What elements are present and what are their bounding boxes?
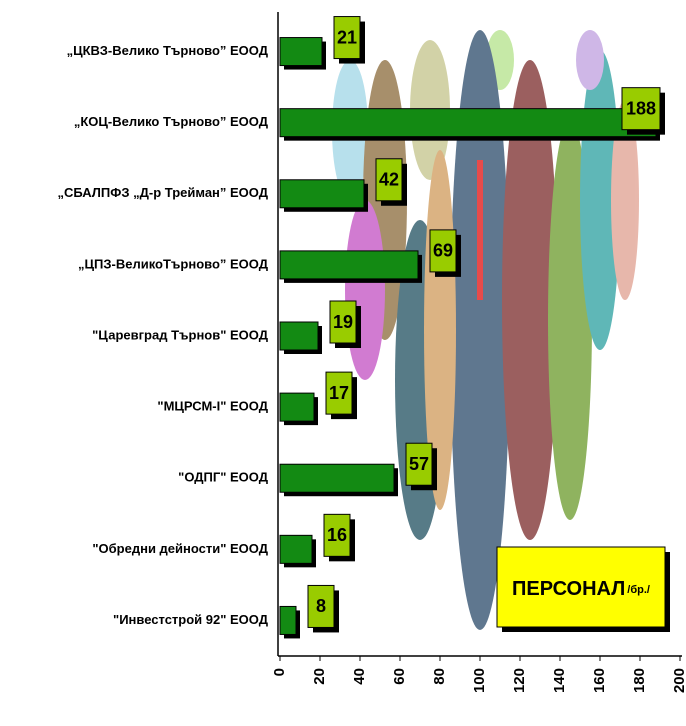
y-tick-label: "МЦРСМ-I" ЕООД [157,399,268,414]
value-label-box [323,513,351,557]
x-tick-label: 60 [391,668,408,685]
y-tick-label: „СБАЛПФЗ „Д-р Трейман” ЕООД [58,185,269,200]
x-tick-label: 180 [631,668,648,693]
x-tick-label: 20 [311,668,328,685]
y-tick-label: „ЦПЗ-ВеликоТърново” ЕООД [78,256,269,271]
value-label: 17 [329,383,349,403]
value-label: 16 [327,525,347,545]
value-label: 188 [626,98,656,118]
bar [279,605,297,635]
title-box: ПЕРСОНАЛ/бр./ [496,546,670,632]
y-tick-label: "ОДПГ" ЕООД [178,470,269,485]
value-label-box [325,371,353,415]
y-tick-label: "Царевград Търнов" ЕООД [92,327,269,342]
value-label: 42 [379,170,399,190]
value-label-box [375,158,403,202]
value-label: 69 [433,241,453,261]
value-label: 21 [337,27,357,47]
bar [279,321,319,351]
x-tick-label: 40 [351,668,368,685]
y-tick-label: „КОЦ-Велико Търново” ЕООД [74,114,269,129]
bar [279,179,365,209]
y-tick-label: "Обредни дейности" ЕООД [92,541,268,556]
value-label-box [333,16,361,60]
value-label: 19 [333,312,353,332]
value-label: 57 [409,454,429,474]
x-tick-label: 80 [431,668,448,685]
y-tick-label: "Инвестстрой 92" ЕООД [113,612,269,627]
value-label-box [429,229,457,273]
x-tick-label: 160 [591,668,608,693]
chart-title: ПЕРСОНАЛ/бр./ [512,578,650,600]
value-label-box [621,87,661,131]
title-box-rect [496,546,666,628]
x-tick-label: 120 [511,668,528,693]
value-label: 8 [316,596,326,616]
x-tick-label: 0 [271,668,288,676]
bar [279,108,657,138]
value-label-box [405,442,433,486]
title-unit: /бр./ [627,584,650,596]
x-tick-label: 140 [551,668,568,693]
background-people [332,30,639,630]
value-label-box [307,584,335,628]
bar [279,37,323,67]
title-main: ПЕРСОНАЛ [512,578,625,600]
bar [279,534,313,564]
x-tick-label: 200 [671,668,686,693]
bar [279,250,419,280]
x-tick-label: 100 [471,668,488,693]
value-label-box [329,300,357,344]
y-tick-label: „ЦКВЗ-Велико Търново” ЕООД [67,43,269,58]
bar [279,463,395,493]
bar [279,392,315,422]
